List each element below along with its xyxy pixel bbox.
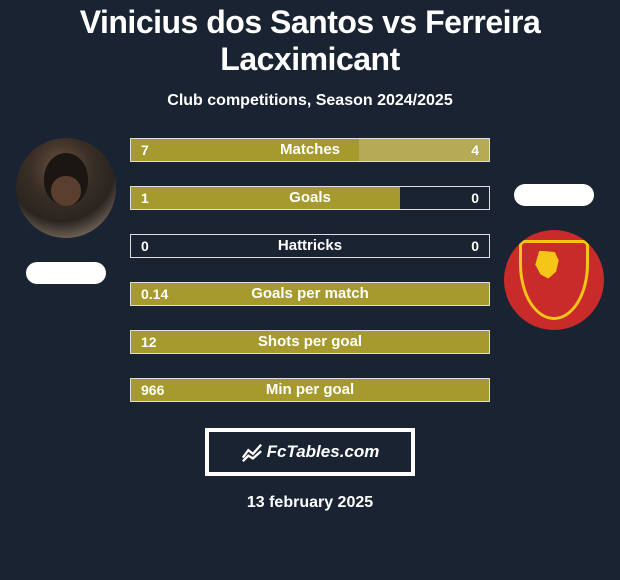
stat-label: Shots per goal bbox=[131, 333, 489, 350]
left-player-avatar bbox=[16, 138, 116, 238]
stat-value-left: 7 bbox=[141, 142, 149, 158]
subtitle: Club competitions, Season 2024/2025 bbox=[167, 92, 452, 110]
date-text: 13 february 2025 bbox=[247, 494, 373, 512]
stat-row: 0Hattricks0 bbox=[130, 234, 490, 258]
right-flag-pill bbox=[514, 184, 594, 206]
stat-value-left: 0.14 bbox=[141, 286, 168, 302]
right-club-crest bbox=[504, 230, 604, 330]
stat-value-right: 4 bbox=[471, 142, 479, 158]
stat-row: 966Min per goal bbox=[130, 378, 490, 402]
stat-row: 12Shots per goal bbox=[130, 330, 490, 354]
stat-value-right: 0 bbox=[471, 238, 479, 254]
brand-box: FcTables.com bbox=[205, 428, 415, 476]
stat-value-left: 966 bbox=[141, 382, 164, 398]
root: Vinicius dos Santos vs Ferreira Lacximic… bbox=[0, 0, 620, 512]
stat-label: Goals bbox=[131, 189, 489, 206]
stat-row: 0.14Goals per match bbox=[130, 282, 490, 306]
stat-value-left: 0 bbox=[141, 238, 149, 254]
stat-value-right: 0 bbox=[471, 190, 479, 206]
stat-row: 1Goals0 bbox=[130, 186, 490, 210]
page-title: Vinicius dos Santos vs Ferreira Lacximic… bbox=[10, 4, 610, 78]
stat-label: Goals per match bbox=[131, 285, 489, 302]
stat-row: 7Matches4 bbox=[130, 138, 490, 162]
left-flag-pill bbox=[26, 262, 106, 284]
stat-label: Matches bbox=[131, 141, 489, 158]
comparison-row: 7Matches41Goals00Hattricks00.14Goals per… bbox=[10, 138, 610, 402]
stat-value-left: 1 bbox=[141, 190, 149, 206]
stat-bars: 7Matches41Goals00Hattricks00.14Goals per… bbox=[130, 138, 490, 402]
left-player-col bbox=[16, 138, 116, 284]
chart-icon bbox=[241, 441, 263, 463]
stat-value-left: 12 bbox=[141, 334, 157, 350]
right-player-col bbox=[504, 138, 604, 330]
stat-label: Hattricks bbox=[131, 237, 489, 254]
stat-label: Min per goal bbox=[131, 381, 489, 398]
brand-text: FcTables.com bbox=[267, 442, 380, 462]
